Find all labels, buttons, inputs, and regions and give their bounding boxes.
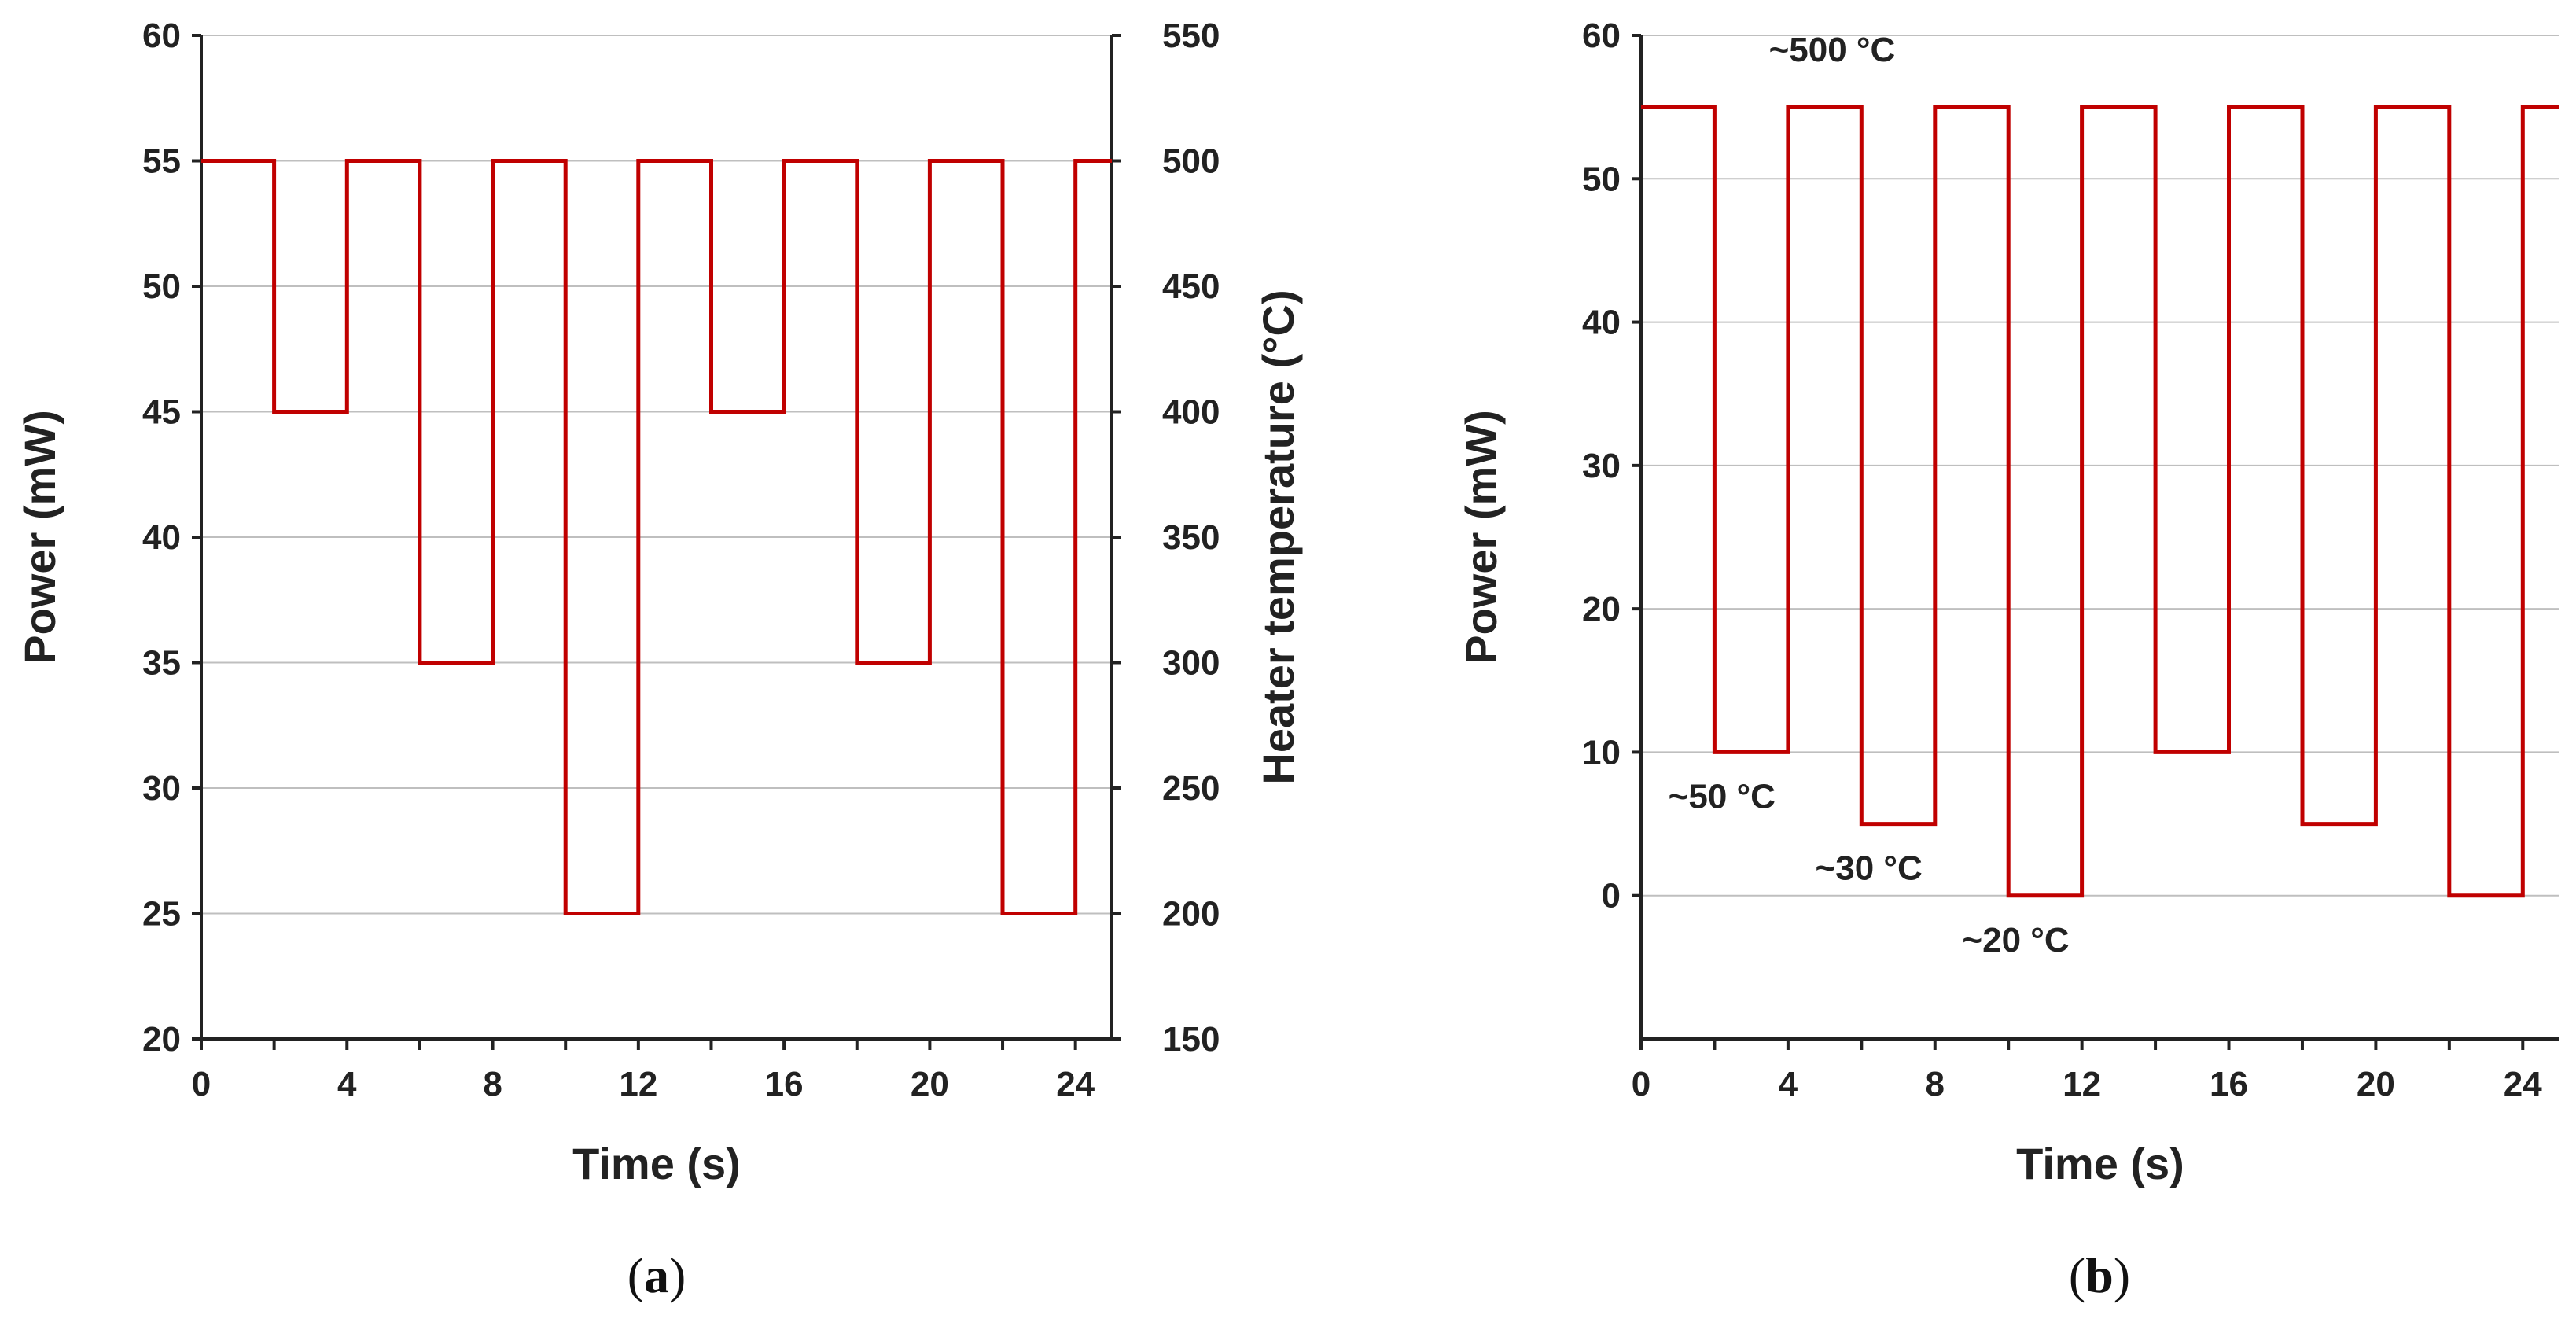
y-tick-label: 50 — [1582, 160, 1621, 198]
y2-axis-title: Heater temperature (°C) — [1253, 289, 1303, 784]
y2-tick-label: 250 — [1162, 769, 1220, 808]
x-tick-label: 20 — [2357, 1065, 2395, 1103]
annotation-label: ~500 °C — [1769, 31, 1896, 69]
annotation-label: ~50 °C — [1669, 778, 1776, 816]
panel-label-close: ) — [669, 1247, 686, 1303]
y2-tick-label: 350 — [1162, 518, 1220, 557]
x-axis-title: Time (s) — [572, 1139, 741, 1188]
y-tick-label: 10 — [1582, 733, 1621, 772]
y-axis-title: Power (mW) — [15, 410, 64, 665]
x-axis-title: Time (s) — [2016, 1139, 2184, 1188]
y-tick-label: 60 — [142, 17, 181, 55]
y-tick-label: 30 — [1582, 447, 1621, 485]
x-tick-label: 0 — [1632, 1065, 1650, 1103]
panel-label: (a) — [627, 1247, 686, 1303]
y-tick-label: 30 — [142, 769, 181, 808]
y-tick-label: 20 — [1582, 590, 1621, 628]
x-tick-label: 8 — [1926, 1065, 1945, 1103]
annotation-label: ~30 °C — [1816, 849, 1923, 888]
y2-tick-label: 300 — [1162, 644, 1220, 683]
series-line-power — [1641, 105, 2559, 898]
x-tick-label: 8 — [483, 1065, 502, 1103]
y-tick-label: 40 — [1582, 304, 1621, 342]
x-tick-label: 24 — [1056, 1065, 1095, 1103]
x-tick-label: 4 — [337, 1065, 357, 1103]
x-tick-label: 20 — [911, 1065, 949, 1103]
panel-label-open: ( — [627, 1247, 644, 1303]
chart-b: 0 10 20 30 40 50 60 0 4 8 12 16 20 24 ~500 °C ~50 °C ~30… — [1456, 17, 2559, 1303]
y-axis-title: Power (mW) — [1456, 410, 1506, 665]
x-tick-label: 0 — [192, 1065, 211, 1103]
x-tick-label: 24 — [2504, 1065, 2542, 1103]
x-tick-label: 16 — [765, 1065, 804, 1103]
series-line-power — [201, 159, 1112, 915]
panel-label-letter: b — [2085, 1247, 2114, 1303]
y-tick-label: 50 — [142, 267, 181, 306]
x-tick-label: 4 — [1779, 1065, 1798, 1103]
annotation-label: ~20 °C — [1962, 921, 2069, 960]
y2-tick-label: 500 — [1162, 142, 1220, 181]
chart-a: 2025303540455055601502002503003504004505… — [15, 17, 1303, 1303]
x-tick-label: 16 — [2210, 1065, 2248, 1103]
y-tick-label: 20 — [142, 1020, 181, 1059]
y-tick-label: 60 — [1582, 17, 1621, 55]
y-tick-label: 45 — [142, 393, 181, 432]
y2-tick-label: 400 — [1162, 393, 1220, 432]
y-tick-label: 35 — [142, 644, 181, 683]
y-tick-label: 55 — [142, 142, 181, 181]
y-tick-label: 25 — [142, 895, 181, 934]
y2-tick-label: 550 — [1162, 17, 1220, 55]
y2-tick-label: 450 — [1162, 267, 1220, 306]
y2-tick-label: 200 — [1162, 895, 1220, 934]
panel-label-letter: a — [644, 1247, 669, 1303]
x-tick-label: 12 — [2063, 1065, 2101, 1103]
panel-label: (b) — [2069, 1247, 2130, 1303]
panel-label-open: ( — [2069, 1247, 2085, 1303]
y2-tick-label: 150 — [1162, 1020, 1220, 1059]
y-tick-label: 0 — [1602, 877, 1621, 915]
y-tick-label: 40 — [142, 518, 181, 557]
x-tick-label: 12 — [619, 1065, 657, 1103]
panel-label-close: ) — [2114, 1247, 2130, 1303]
